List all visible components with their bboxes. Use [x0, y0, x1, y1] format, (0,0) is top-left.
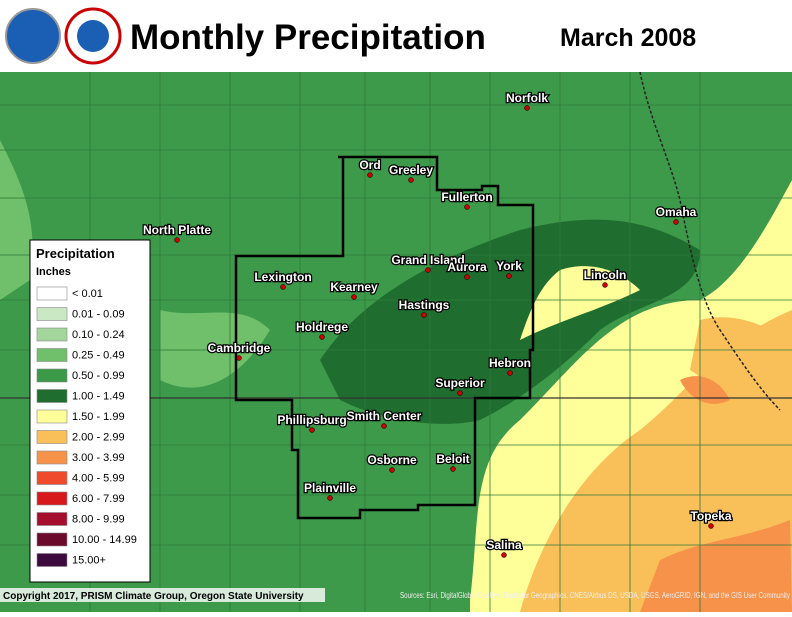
- legend-label: < 0.01: [72, 288, 103, 300]
- city-label: Aurora: [447, 260, 487, 274]
- legend-label: 1.50 - 1.99: [72, 411, 125, 423]
- header-bg: [0, 0, 792, 72]
- legend-label: 4.00 - 5.99: [72, 473, 125, 485]
- city-label: Fullerton: [441, 190, 492, 204]
- legend-label: 8.00 - 9.99: [72, 514, 125, 526]
- city-label: York: [496, 259, 522, 273]
- city-dot: [506, 273, 512, 279]
- legend-label: 0.01 - 0.09: [72, 309, 125, 321]
- city-label: Plainville: [304, 481, 356, 495]
- city-label: Hebron: [489, 356, 531, 370]
- legend-swatch: [36, 307, 68, 321]
- legend-swatch: [36, 348, 68, 362]
- city-dot: [280, 284, 286, 290]
- city-dot: [319, 334, 325, 340]
- city-label: Holdrege: [296, 320, 348, 334]
- city-label: Greeley: [389, 163, 433, 177]
- legend: Precipitation Inches < 0.01 0.01 - 0.09 0.…: [29, 239, 151, 583]
- sources: Sources: Esri, DigitalGlobe, GeoEye, Ear…: [400, 591, 790, 600]
- header: Monthly Precipitation March 2008: [0, 0, 792, 72]
- nws-logo-inner: [77, 20, 109, 52]
- city-dot: [464, 274, 470, 280]
- precip-zone: [680, 376, 730, 404]
- city-dot: [367, 172, 373, 178]
- legend-swatch: [36, 368, 68, 383]
- city-dot: [236, 355, 242, 361]
- legend-swatch: [36, 430, 68, 444]
- region-outline: [234, 155, 535, 520]
- date: March 2008: [560, 24, 696, 52]
- city-label: Grand Island: [391, 253, 464, 267]
- legend-swatch: [36, 450, 68, 465]
- city-dot: [507, 370, 513, 376]
- city-label: Hastings: [399, 298, 450, 312]
- precip-zone: [640, 520, 792, 612]
- city-label: Beloit: [436, 452, 469, 466]
- city-label: Ord: [359, 158, 380, 172]
- legend-label: 0.50 - 0.99: [72, 370, 125, 382]
- precip-zone: [160, 310, 270, 388]
- legend-swatch: [36, 553, 68, 567]
- legend-label: 0.10 - 0.24: [72, 329, 125, 341]
- legend-units: Inches: [36, 266, 71, 278]
- copyright: Copyright 2017, PRISM Climate Group, Ore…: [3, 591, 304, 602]
- legend-swatch: [36, 471, 68, 485]
- city-dot: [457, 390, 463, 396]
- city-label: Superior: [435, 376, 485, 390]
- legend-swatch: [36, 532, 68, 547]
- title: Monthly Precipitation: [130, 18, 486, 57]
- city-dot: [309, 427, 315, 433]
- city-label: Osborne: [367, 453, 417, 467]
- city-label: Kearney: [330, 280, 378, 294]
- river: [639, 71, 781, 411]
- city-dot: [464, 204, 470, 210]
- precip-zone: [0, 140, 33, 300]
- legend-swatch: [36, 286, 68, 301]
- city-dot: [524, 105, 530, 111]
- city-label: Omaha: [656, 205, 697, 219]
- legend-label: 0.25 - 0.49: [72, 350, 125, 362]
- city-dot: [602, 282, 608, 288]
- legend-swatch: [36, 409, 68, 424]
- city-dot: [381, 423, 387, 429]
- legend-label: 1.00 - 1.49: [72, 391, 125, 403]
- city-dot: [174, 237, 180, 243]
- city-label: Salina: [486, 538, 522, 552]
- legend-label: 6.00 - 7.99: [72, 493, 125, 505]
- city-label: Topeka: [690, 509, 731, 523]
- noaa-logo: [5, 8, 61, 64]
- city-label: Norfolk: [506, 91, 548, 105]
- legend-swatch: [36, 389, 68, 403]
- legend-label: 3.00 - 3.99: [72, 452, 125, 464]
- city-label: Lincoln: [584, 268, 627, 282]
- city-label: Smith Center: [347, 409, 422, 423]
- city-dot: [673, 219, 679, 225]
- city-dot: [421, 312, 427, 318]
- city-dot: [425, 267, 431, 273]
- legend-label: 10.00 - 14.99: [72, 534, 137, 546]
- legend-swatch: [36, 327, 68, 342]
- legend-label: 2.00 - 2.99: [72, 432, 125, 444]
- map-area: [0, 71, 792, 612]
- city-dot: [708, 523, 714, 529]
- city-dot: [351, 294, 357, 300]
- city-label: Cambridge: [208, 341, 271, 355]
- city-dot: [501, 552, 507, 558]
- city-dot: [450, 466, 456, 472]
- city-label: Lexington: [254, 270, 311, 284]
- city-label: Phillipsburg: [277, 413, 346, 427]
- precip-zone: [520, 266, 640, 340]
- city-dot: [408, 177, 414, 183]
- legend-swatch: [36, 491, 68, 506]
- cities: Norfolk Ord Greeley Fullerton Omaha North Pla…: [142, 90, 733, 558]
- legend-title: Precipitation: [36, 246, 115, 261]
- city-dot: [327, 495, 333, 501]
- city-label: North Platte: [143, 223, 211, 237]
- legend-swatch: [36, 512, 68, 526]
- copyright-bg: [0, 588, 325, 602]
- city-dot: [389, 467, 395, 473]
- legend-label: 15.00+: [72, 555, 106, 567]
